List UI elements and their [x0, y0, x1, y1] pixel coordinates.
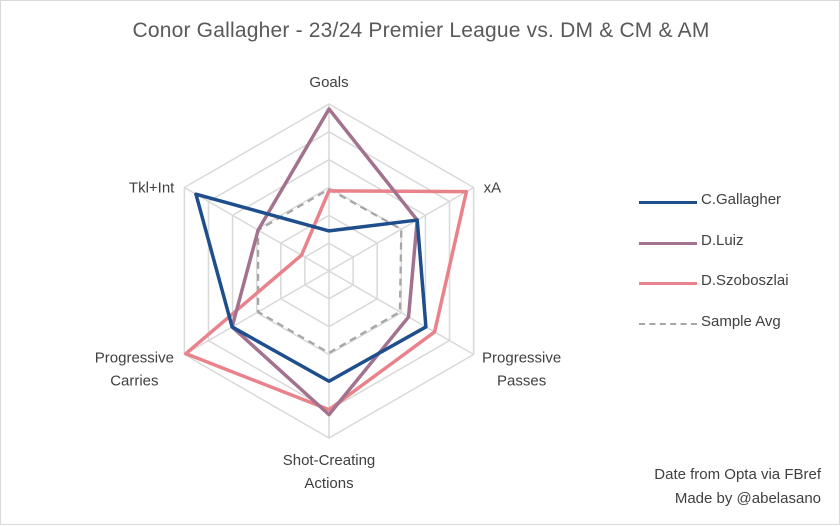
legend-item: Sample Avg — [639, 309, 839, 350]
series-d-luiz — [230, 107, 419, 417]
chart-title: Conor Gallagher - 23/24 Premier League v… — [132, 19, 710, 42]
legend-label: Sample Avg — [701, 312, 781, 330]
legend-item: D.Szoboszlai — [639, 268, 839, 309]
axis-label-5: Tkl+Int — [129, 180, 175, 197]
radar-grid — [183, 103, 475, 439]
legend-label: D.Szoboszlai — [701, 272, 789, 289]
legend-swatch — [639, 282, 697, 285]
axis-spoke-1 — [328, 186, 475, 272]
legend-item: D.Luiz — [639, 228, 839, 269]
axis-label-3: Shot-Creating Actions — [283, 452, 376, 492]
credit-note: Date from Opta via FBref Made by @abelas… — [654, 463, 821, 511]
credit-author: Made by @abelasano — [674, 490, 821, 507]
axis-label-line: Shot-Creating — [283, 452, 376, 469]
axis-label-line: Tkl+Int — [129, 180, 175, 197]
axis-label-line: xA — [484, 180, 502, 197]
legend: C.Gallagher D.Luiz D.Szoboszlai Sample Avg — [639, 187, 839, 349]
axis-label-4: Progressive Carries — [95, 350, 174, 390]
axis-label-line: Progressive — [482, 350, 561, 367]
axis-label-0: Goals — [309, 74, 348, 91]
legend-label: D.Luiz — [701, 231, 744, 249]
axis-label-1: xA — [484, 180, 502, 197]
legend-swatch — [639, 241, 697, 245]
axis-label-line: Passes — [497, 373, 546, 390]
legend-swatch — [639, 201, 697, 204]
axis-spoke-4 — [183, 270, 330, 356]
axis-label-line: Goals — [309, 74, 348, 91]
credit-source: Date from Opta via FBref — [654, 466, 821, 483]
legend-label: C.Gallagher — [701, 191, 782, 208]
series-d-szoboszlai — [184, 189, 469, 412]
axis-label-line: Progressive — [95, 350, 174, 367]
series-c-gallagher — [194, 192, 428, 383]
axis-label-line: Actions — [304, 475, 353, 492]
axis-spoke-2 — [328, 270, 475, 356]
legend-item: C.Gallagher — [639, 187, 839, 228]
legend-swatch — [639, 322, 697, 325]
axis-label-line: Carries — [110, 373, 158, 390]
axis-label-2: Progressive Passes — [482, 350, 561, 390]
